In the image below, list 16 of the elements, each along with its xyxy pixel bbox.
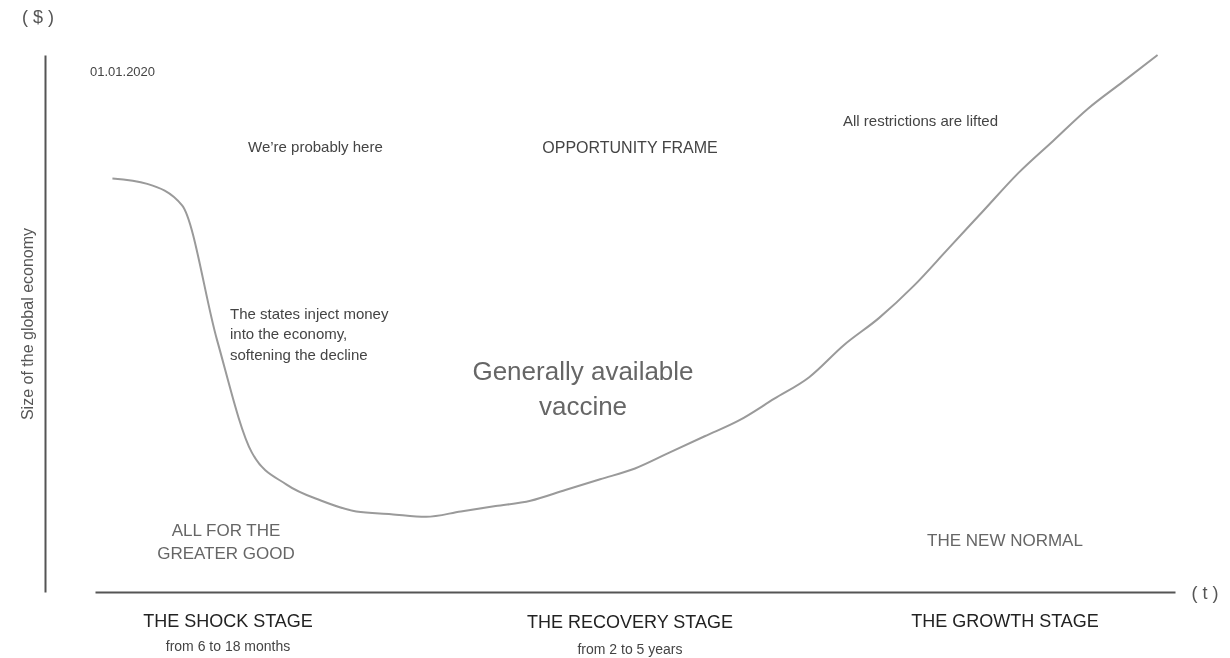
text: from 2 to 5 years	[577, 641, 683, 657]
annotation: Generally available vaccine	[472, 356, 694, 422]
text: from 6 to 18 months	[165, 638, 291, 654]
annotation: The states inject money into the economy, softening the decline	[230, 305, 389, 363]
annotation: ALL FOR THE GREATER GOOD	[157, 521, 295, 563]
annotation: We’re probably here	[248, 138, 383, 155]
annotation: All restrictions are lifted	[843, 112, 999, 129]
annotation: THE NEW NORMAL	[927, 531, 1083, 550]
text: ( $ )	[21, 7, 55, 27]
annotation: 01.01.2020	[90, 64, 156, 79]
text: THE SHOCK STAGE	[143, 611, 313, 631]
text: ( t )	[1191, 583, 1219, 603]
annotation: OPPORTUNITY FRAME	[542, 139, 718, 156]
text: THE GROWTH STAGE	[911, 611, 1099, 631]
text: THE RECOVERY STAGE	[526, 612, 734, 632]
y-axis-title: Size of the global economy	[18, 227, 36, 421]
